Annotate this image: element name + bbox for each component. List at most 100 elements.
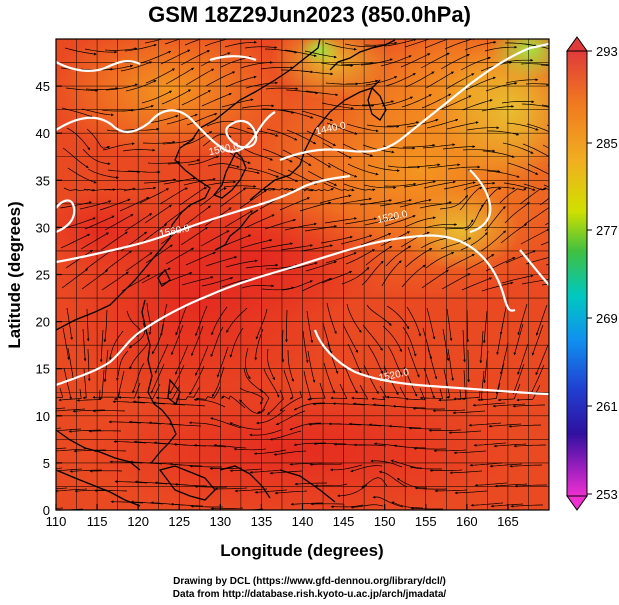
streamline	[444, 219, 474, 230]
streamline	[479, 382, 501, 402]
streamline	[98, 369, 105, 401]
streamline	[324, 217, 358, 224]
streamline	[424, 39, 450, 49]
streamline	[434, 489, 468, 493]
streamline	[110, 500, 144, 504]
colorbar-tick-label: 277	[596, 223, 618, 238]
streamline	[339, 197, 372, 205]
streamline	[300, 244, 333, 252]
streamline	[245, 263, 279, 269]
y-tick-label: 25	[36, 268, 50, 283]
streamline	[145, 244, 173, 264]
streamline	[273, 450, 307, 456]
streamline	[119, 197, 150, 212]
streamline	[170, 502, 204, 507]
streamline	[530, 364, 545, 395]
streamline	[189, 464, 222, 468]
streamline	[462, 149, 496, 153]
streamline	[266, 128, 298, 141]
streamline	[319, 194, 352, 204]
streamline	[257, 388, 270, 414]
y-tick-label: 0	[43, 503, 50, 518]
streamline	[526, 123, 549, 133]
streamline	[284, 222, 317, 231]
streamline	[513, 323, 524, 356]
streamline	[283, 369, 294, 400]
streamline	[105, 250, 132, 271]
streamline	[323, 182, 355, 192]
streamline	[422, 327, 433, 360]
streamline	[113, 440, 147, 444]
streamline	[224, 210, 253, 228]
streamline	[423, 180, 456, 189]
streamline	[459, 186, 483, 211]
streamline	[453, 450, 487, 455]
streamline	[256, 409, 286, 425]
streamline	[422, 143, 456, 149]
streamline	[452, 410, 486, 415]
streamline	[447, 348, 454, 382]
streamline	[348, 422, 382, 427]
streamline	[86, 308, 90, 342]
streamline	[69, 469, 103, 473]
streamline	[405, 387, 426, 401]
streamline	[289, 422, 322, 431]
streamline	[441, 273, 471, 290]
streamline	[64, 47, 97, 56]
streamline	[167, 159, 201, 165]
streamline	[58, 388, 82, 402]
streamline	[62, 327, 70, 360]
streamline	[344, 217, 377, 225]
streamline	[466, 309, 470, 343]
streamline	[181, 276, 214, 286]
streamline	[447, 165, 481, 170]
streamline	[141, 90, 173, 104]
streamline	[468, 422, 502, 427]
x-tick-label: 130	[209, 514, 231, 529]
streamline	[346, 123, 379, 133]
streamline	[125, 80, 157, 92]
streamline	[362, 100, 395, 106]
streamline	[391, 501, 424, 509]
streamline	[247, 167, 280, 178]
streamline	[134, 480, 168, 485]
streamline	[286, 129, 317, 145]
streamline	[307, 350, 316, 383]
streamline	[325, 252, 357, 264]
streamline	[379, 199, 412, 207]
streamline	[493, 443, 527, 448]
streamline	[193, 443, 227, 448]
x-tick-label: 140	[292, 514, 314, 529]
streamline	[60, 233, 91, 249]
streamline	[427, 347, 438, 380]
streamline	[83, 188, 116, 192]
streamline	[263, 187, 295, 191]
streamline	[505, 250, 536, 264]
streamline	[175, 304, 188, 336]
streamline	[467, 349, 471, 383]
streamline	[302, 150, 332, 168]
streamline	[426, 118, 459, 129]
streamline	[108, 420, 142, 424]
streamline	[400, 231, 430, 248]
streamline	[285, 89, 319, 95]
streamline	[229, 327, 244, 358]
streamline	[323, 362, 335, 394]
streamline	[381, 96, 414, 107]
streamline	[140, 50, 172, 64]
colorbar-tick-label: 269	[596, 311, 618, 326]
streamline	[67, 347, 75, 380]
streamline	[520, 63, 549, 66]
streamline	[428, 429, 462, 432]
streamline	[144, 204, 172, 224]
streamline	[85, 249, 113, 270]
streamline	[73, 449, 106, 453]
streamline	[492, 403, 526, 408]
streamline	[261, 286, 295, 291]
streamline	[67, 167, 97, 184]
streamline	[124, 43, 157, 52]
streamline	[387, 345, 402, 376]
streamline	[179, 186, 208, 206]
